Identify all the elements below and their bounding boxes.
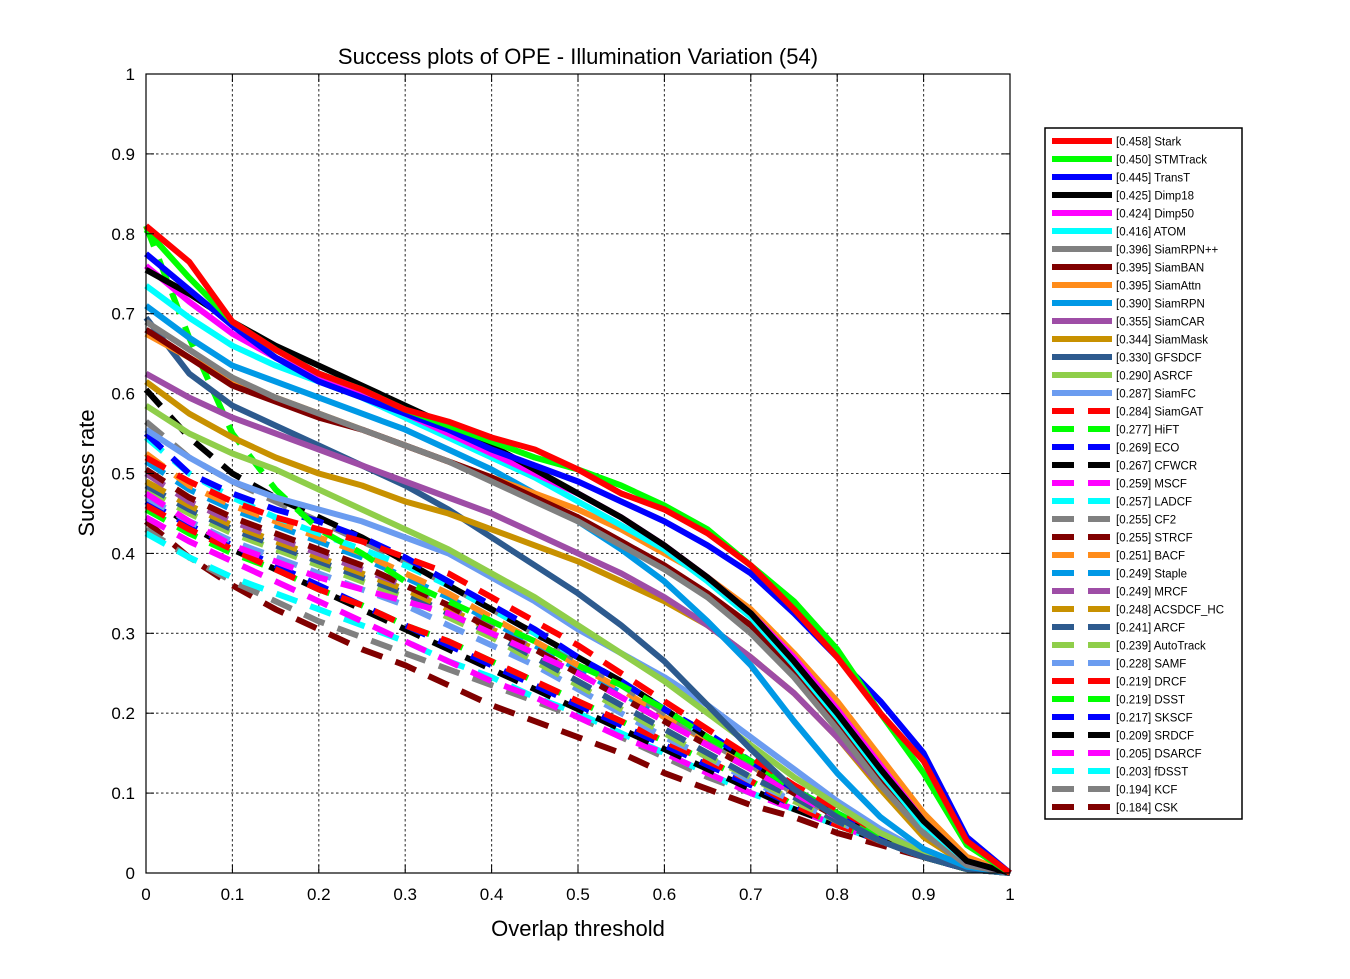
legend-label: [0.284] SiamGAT bbox=[1116, 407, 1203, 419]
plot-area: 0 0.1 0.2 0.3 0.4 0.5 0.6 0.7 0.8 0.9 1 0 0.1 0.2 0.3 0… bbox=[111, 65, 1014, 904]
legend-label: [0.287] SiamFC bbox=[1116, 389, 1196, 401]
legend-label: [0.269] ECO bbox=[1116, 443, 1179, 455]
legend-label: [0.241] ARCF bbox=[1116, 623, 1185, 635]
legend-box bbox=[1044, 127, 1243, 820]
legend-label: [0.184] CSK bbox=[1116, 803, 1178, 815]
legend-label: [0.255] STRCF bbox=[1116, 533, 1193, 545]
legend-label: [0.257] LADCF bbox=[1116, 497, 1192, 509]
legend-label: [0.424] Dimp50 bbox=[1116, 209, 1194, 221]
x-tick-label: 0.5 bbox=[566, 885, 590, 904]
series-line bbox=[144, 223, 1012, 876]
legend-items: [0.458] Stark [0.450] STMTrack [0.445] Tra… bbox=[1052, 137, 1224, 815]
x-tick-label: 0.2 bbox=[307, 885, 331, 904]
legend-label: [0.209] SRDCF bbox=[1116, 731, 1194, 743]
legend-label: [0.205] DSARCF bbox=[1116, 749, 1202, 761]
x-tick-label: 0.1 bbox=[221, 885, 245, 904]
legend-label: [0.194] KCF bbox=[1116, 785, 1177, 797]
legend-label: [0.255] CF2 bbox=[1116, 515, 1176, 527]
y-tick-label: 0.1 bbox=[111, 784, 135, 803]
x-tick-label: 0.9 bbox=[912, 885, 936, 904]
series-line bbox=[144, 427, 1011, 876]
legend: [0.458] Stark [0.450] STMTrack [0.445] Tra… bbox=[1044, 127, 1243, 820]
series-line bbox=[144, 451, 1011, 876]
x-tick-label: 1 bbox=[1005, 885, 1014, 904]
legend-label: [0.277] HiFT bbox=[1116, 425, 1179, 437]
x-tick-label: 0.6 bbox=[653, 885, 677, 904]
legend-label: [0.395] SiamBAN bbox=[1116, 263, 1204, 275]
legend-label: [0.249] Staple bbox=[1116, 569, 1187, 581]
y-axis-label: Success rate bbox=[74, 409, 99, 536]
legend-label: [0.450] STMTrack bbox=[1116, 155, 1207, 167]
y-tick-label: 0.7 bbox=[111, 305, 135, 324]
series-line bbox=[144, 403, 1011, 876]
y-tick-label: 0.5 bbox=[111, 465, 135, 484]
y-tick-label: 0.6 bbox=[111, 385, 135, 404]
series-line bbox=[144, 519, 1011, 876]
legend-label: [0.445] TransT bbox=[1116, 173, 1190, 185]
legend-label: [0.239] AutoTrack bbox=[1116, 641, 1206, 653]
series-line bbox=[144, 514, 1011, 876]
legend-label: [0.219] DRCF bbox=[1116, 677, 1186, 689]
y-tick-label: 0.9 bbox=[111, 145, 135, 164]
legend-label: [0.395] SiamAttn bbox=[1116, 281, 1201, 293]
x-tick-label: 0.8 bbox=[825, 885, 849, 904]
legend-label: [0.458] Stark bbox=[1116, 137, 1181, 149]
legend-label: [0.249] MRCF bbox=[1116, 587, 1188, 599]
series-layer bbox=[143, 223, 1012, 876]
legend-label: [0.217] SKSCF bbox=[1116, 713, 1193, 725]
legend-label: [0.248] ACSDCF_HC bbox=[1116, 605, 1224, 617]
legend-label: [0.390] SiamRPN bbox=[1116, 299, 1205, 311]
series-line bbox=[143, 224, 1011, 876]
legend-label: [0.259] MSCF bbox=[1116, 479, 1187, 491]
legend-label: [0.267] CFWCR bbox=[1116, 461, 1197, 473]
y-tick-label: 0.8 bbox=[111, 225, 135, 244]
legend-label: [0.425] Dimp18 bbox=[1116, 191, 1194, 203]
legend-label: [0.251] BACF bbox=[1116, 551, 1185, 563]
y-tick-label: 1 bbox=[126, 65, 135, 84]
series-line bbox=[144, 319, 1011, 876]
x-tick-label: 0.4 bbox=[480, 885, 504, 904]
legend-label: [0.290] ASRCF bbox=[1116, 371, 1193, 383]
x-tick-label: 0 bbox=[141, 885, 150, 904]
axis-ticks: 0 0.1 0.2 0.3 0.4 0.5 0.6 0.7 0.8 0.9 1 0 0.1 0.2 0.3 0… bbox=[111, 65, 1014, 904]
x-axis-label: Overlap threshold bbox=[491, 916, 665, 941]
x-tick-label: 0.7 bbox=[739, 885, 763, 904]
x-tick-label: 0.3 bbox=[393, 885, 417, 904]
series-line bbox=[144, 267, 1011, 876]
y-tick-label: 0.4 bbox=[111, 544, 135, 563]
series-line bbox=[144, 530, 1011, 876]
legend-label: [0.416] ATOM bbox=[1116, 227, 1186, 239]
chart-title: Success plots of OPE - Illumination Vari… bbox=[338, 44, 818, 69]
legend-label: [0.355] SiamCAR bbox=[1116, 317, 1205, 329]
legend-label: [0.344] SiamMask bbox=[1116, 335, 1208, 347]
y-tick-label: 0 bbox=[126, 864, 135, 883]
y-tick-label: 0.3 bbox=[111, 624, 135, 643]
legend-label: [0.330] GFSDCF bbox=[1116, 353, 1202, 365]
series-line bbox=[143, 315, 1011, 876]
legend-label: [0.396] SiamRPN++ bbox=[1116, 245, 1219, 257]
y-tick-label: 0.2 bbox=[111, 704, 135, 723]
legend-label: [0.203] fDSST bbox=[1116, 767, 1188, 779]
legend-label: [0.219] DSST bbox=[1116, 695, 1185, 707]
legend-label: [0.228] SAMF bbox=[1116, 659, 1186, 671]
